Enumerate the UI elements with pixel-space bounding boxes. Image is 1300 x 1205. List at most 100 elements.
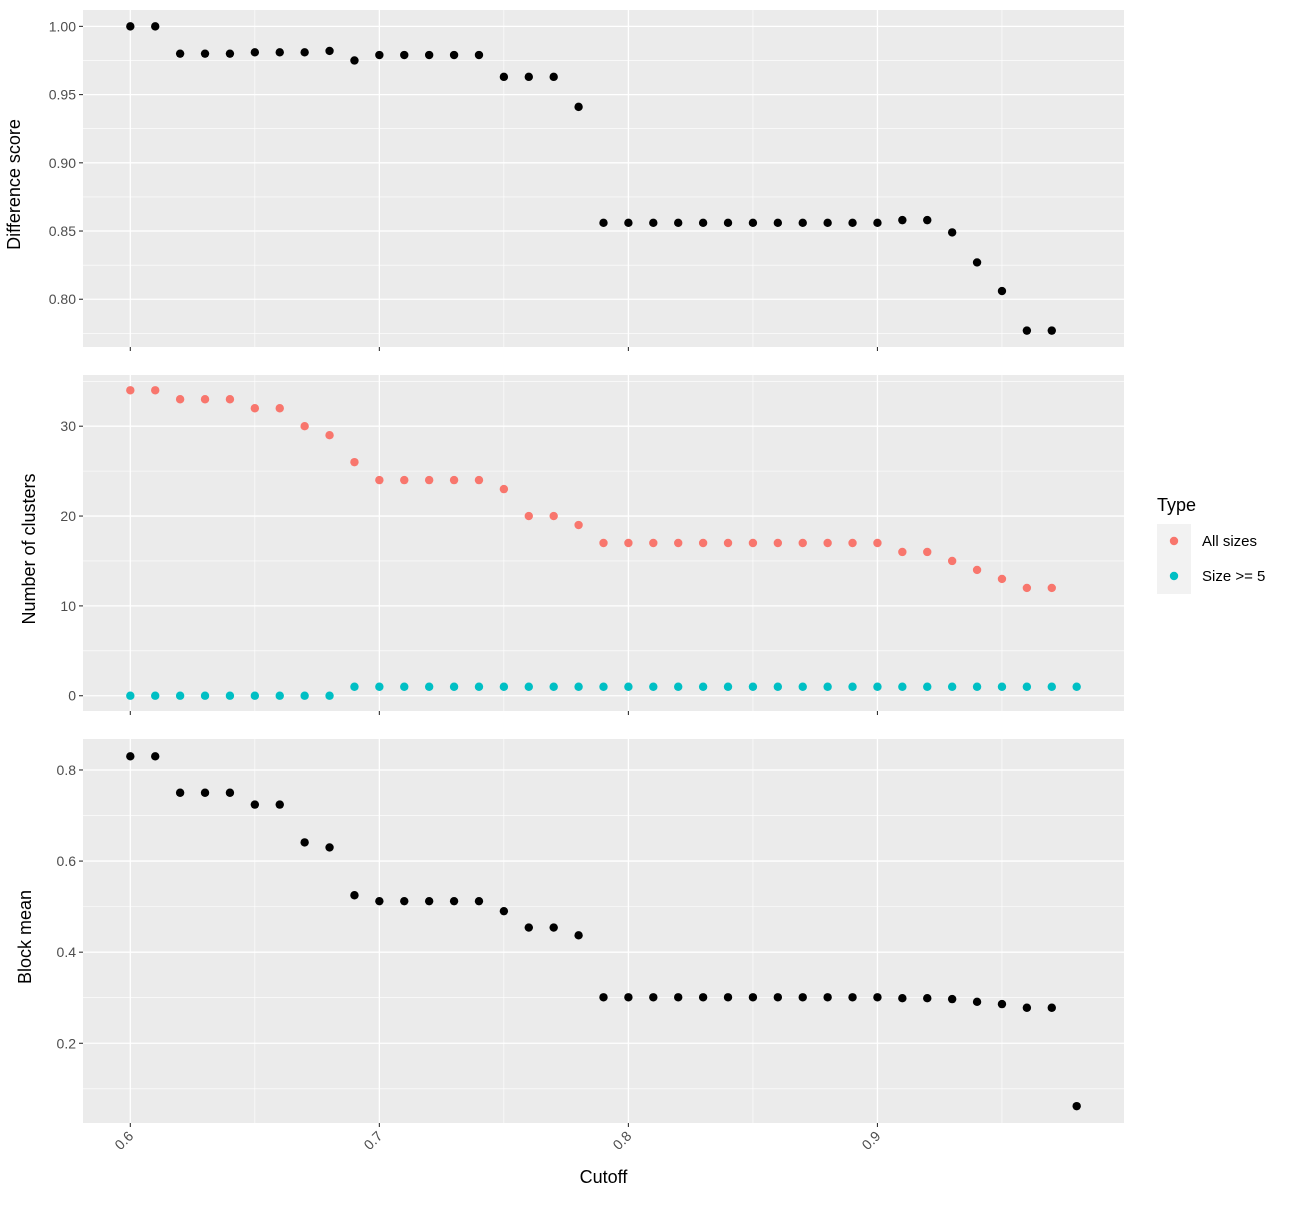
data-point [649, 682, 658, 691]
data-point [649, 538, 658, 548]
data-point [873, 682, 882, 691]
data-point [1047, 326, 1056, 335]
y-tick-label: 0.85 [49, 223, 76, 239]
data-point [599, 993, 608, 1002]
data-point [524, 682, 533, 691]
data-point [275, 48, 284, 57]
data-point [923, 993, 932, 1003]
data-point [424, 682, 434, 691]
panel-3: 0.8 0.6 0.4 0.2 Block mean [15, 739, 1124, 1127]
data-point [474, 682, 484, 691]
data-point [250, 691, 260, 700]
data-point [972, 997, 982, 1007]
data-point [1047, 1003, 1056, 1012]
data-point [400, 475, 409, 485]
data-point [898, 682, 907, 691]
data-point [325, 691, 334, 700]
y-axis-title: Difference score [4, 119, 24, 250]
y-tick-label: 0.95 [49, 87, 76, 103]
data-point [624, 682, 633, 691]
data-point [873, 993, 882, 1002]
data-point [225, 49, 235, 58]
data-point [175, 49, 185, 58]
data-point [474, 475, 484, 485]
x-tick-label: 0.9 [858, 1128, 883, 1153]
y-tick-label: 0.4 [57, 944, 77, 960]
data-point [375, 475, 384, 485]
data-point [997, 286, 1007, 296]
data-point [698, 218, 708, 228]
data-point [972, 682, 982, 691]
series-1 [126, 386, 1056, 593]
data-point [499, 72, 509, 82]
data-point [350, 457, 359, 467]
data-point [449, 896, 459, 906]
x-tick-label: 0.7 [360, 1128, 385, 1153]
data-point [424, 896, 434, 906]
data-point [375, 50, 384, 60]
data-point [674, 538, 683, 548]
data-point [1022, 326, 1032, 335]
y-axis-title: Number of clusters [19, 473, 39, 624]
data-point [923, 547, 932, 557]
data-point [275, 691, 284, 700]
legend-title: Type [1157, 495, 1196, 515]
data-point [773, 538, 783, 548]
data-point [375, 896, 384, 906]
legend-label: All sizes [1202, 533, 1257, 550]
data-point [698, 682, 708, 691]
data-point [972, 258, 982, 267]
data-point [624, 218, 633, 228]
data-point [674, 218, 683, 228]
data-point [524, 511, 533, 521]
data-point [947, 682, 957, 691]
data-point [499, 906, 509, 916]
data-point [350, 56, 359, 65]
data-point [649, 993, 658, 1002]
data-point [524, 72, 533, 82]
data-point [947, 556, 957, 566]
data-point [1047, 682, 1056, 691]
data-point [151, 691, 160, 700]
data-point [698, 993, 708, 1002]
data-point [997, 574, 1007, 584]
data-point [574, 102, 583, 112]
data-point [126, 752, 135, 761]
legend-key [1169, 571, 1179, 581]
data-point [225, 395, 235, 404]
data-point [574, 931, 583, 940]
data-point [798, 538, 807, 548]
data-point [674, 682, 683, 691]
data-point [599, 682, 608, 691]
data-point [300, 48, 309, 57]
data-point [873, 218, 882, 228]
data-point [175, 788, 185, 797]
x-axis-title: Cutoff [580, 1167, 629, 1187]
data-point [449, 682, 459, 691]
series-2 [126, 682, 1081, 700]
y-tick-label: 0.90 [49, 155, 76, 171]
data-point [1072, 1101, 1081, 1111]
data-point [748, 993, 758, 1002]
data-point [400, 896, 409, 906]
data-point [300, 691, 309, 700]
data-point [848, 993, 857, 1002]
data-point [151, 386, 160, 395]
data-point [549, 72, 558, 82]
data-point [649, 218, 658, 228]
data-point [848, 682, 857, 691]
data-point [748, 682, 758, 691]
panel-1: 1.00 0.95 0.90 0.85 0.80 Difference score [4, 10, 1124, 351]
data-point [898, 993, 907, 1003]
data-point [126, 691, 135, 700]
legend-label: Size >= 5 [1202, 568, 1265, 585]
data-point [574, 520, 583, 530]
data-point [947, 994, 957, 1004]
data-point [698, 538, 708, 548]
data-point [449, 475, 459, 485]
data-point [848, 218, 857, 228]
data-point [997, 682, 1007, 691]
data-point [151, 752, 160, 761]
data-point [126, 386, 135, 395]
